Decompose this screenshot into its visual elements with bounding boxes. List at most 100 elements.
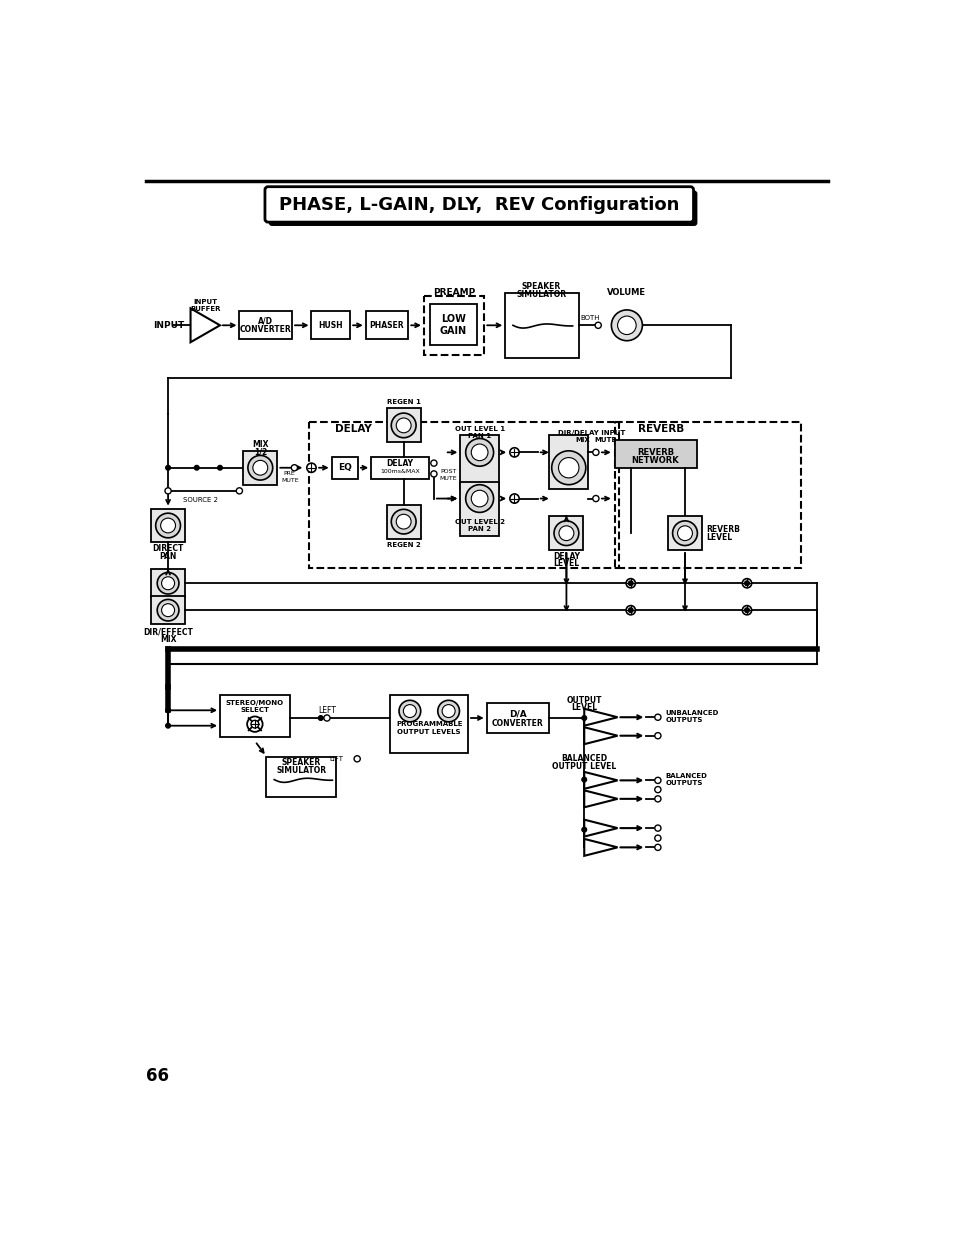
Circle shape [165,488,171,494]
Text: REGEN 1: REGEN 1 [386,399,420,405]
Text: REVERB: REVERB [706,525,740,534]
Text: PROGRAMMABLE: PROGRAMMABLE [395,721,462,727]
Text: LEVEL: LEVEL [553,559,578,568]
Circle shape [465,438,493,466]
Circle shape [654,732,660,739]
Text: HUSH: HUSH [318,321,343,330]
Circle shape [157,573,179,594]
Circle shape [291,464,297,471]
Text: D/A: D/A [508,710,526,719]
FancyBboxPatch shape [269,190,697,226]
Circle shape [236,488,242,494]
Circle shape [509,448,518,457]
Text: DELAY: DELAY [553,552,579,561]
Circle shape [471,490,488,506]
FancyBboxPatch shape [371,457,429,478]
Circle shape [395,417,411,432]
Text: BALANCED: BALANCED [560,755,607,763]
Text: PHASE, L-GAIN, DLY,  REV Configuration: PHASE, L-GAIN, DLY, REV Configuration [279,196,679,214]
Text: PREAMP: PREAMP [433,289,475,298]
Circle shape [625,605,635,615]
Text: BOTH: BOTH [580,315,599,321]
Circle shape [595,322,600,329]
Circle shape [741,605,751,615]
Text: 66: 66 [146,1067,170,1086]
FancyBboxPatch shape [667,516,701,550]
Circle shape [654,845,660,851]
Text: A/D: A/D [258,316,273,325]
Text: MIX: MIX [160,635,176,643]
Circle shape [471,445,488,461]
Text: MUTE: MUTE [280,478,298,483]
Circle shape [217,466,222,471]
Circle shape [654,714,660,720]
Circle shape [654,795,660,802]
Text: OUTPUT: OUTPUT [566,695,601,705]
Text: MIX: MIX [575,437,590,443]
Text: 1/2: 1/2 [253,447,267,456]
FancyBboxPatch shape [266,757,335,797]
FancyBboxPatch shape [239,311,292,340]
Circle shape [741,579,751,588]
Text: VOLUME: VOLUME [607,289,646,298]
Polygon shape [583,839,617,856]
Text: DIR/DELAY INPUT: DIR/DELAY INPUT [558,430,625,436]
Circle shape [581,827,586,832]
Text: MIX: MIX [252,440,268,450]
Circle shape [155,514,180,537]
Text: REVERB: REVERB [637,448,674,457]
Circle shape [307,463,315,472]
Circle shape [391,412,416,437]
Circle shape [354,756,360,762]
FancyBboxPatch shape [151,509,185,542]
FancyBboxPatch shape [459,482,498,536]
FancyBboxPatch shape [220,695,290,737]
Circle shape [253,461,268,475]
FancyBboxPatch shape [549,436,587,489]
Text: PAN 2: PAN 2 [468,526,491,531]
Circle shape [157,599,179,621]
Text: UNBALANCED: UNBALANCED [665,710,719,715]
Text: REGEN 2: REGEN 2 [386,542,420,548]
Circle shape [581,777,586,782]
Circle shape [194,466,199,471]
Circle shape [611,310,641,341]
Circle shape [654,835,660,841]
Circle shape [431,461,436,466]
Text: SPEAKER: SPEAKER [281,758,320,767]
Text: PHASER: PHASER [369,321,403,330]
Text: SELECT: SELECT [240,708,269,714]
Text: OUTPUTS: OUTPUTS [665,781,702,787]
Circle shape [166,466,171,471]
Text: LEFT: LEFT [317,705,335,715]
Text: POST: POST [440,469,456,474]
FancyBboxPatch shape [332,457,357,478]
FancyBboxPatch shape [459,436,498,489]
FancyBboxPatch shape [430,304,476,346]
Text: DELAY: DELAY [386,459,413,468]
FancyBboxPatch shape [265,186,693,222]
FancyBboxPatch shape [311,311,350,340]
Text: STEREO/MONO: STEREO/MONO [226,699,284,705]
Polygon shape [583,820,617,836]
Circle shape [581,716,586,720]
Circle shape [617,316,636,335]
FancyBboxPatch shape [505,293,578,358]
Circle shape [441,705,455,718]
Text: SOURCE 2: SOURCE 2 [183,498,218,503]
Circle shape [161,604,174,616]
Text: PAN 1: PAN 1 [468,433,491,440]
FancyBboxPatch shape [151,597,185,624]
Circle shape [395,514,411,529]
Text: INPUT: INPUT [193,299,217,305]
Text: SIMULATOR: SIMULATOR [516,290,566,299]
Circle shape [654,777,660,783]
Circle shape [166,708,171,713]
Circle shape [166,724,171,727]
FancyBboxPatch shape [386,505,420,538]
Text: PRE: PRE [284,472,295,477]
Text: OUTPUT LEVELS: OUTPUT LEVELS [397,729,460,735]
Text: LIFT: LIFT [329,756,343,762]
Circle shape [628,608,633,613]
Text: LEVEL: LEVEL [706,534,732,542]
